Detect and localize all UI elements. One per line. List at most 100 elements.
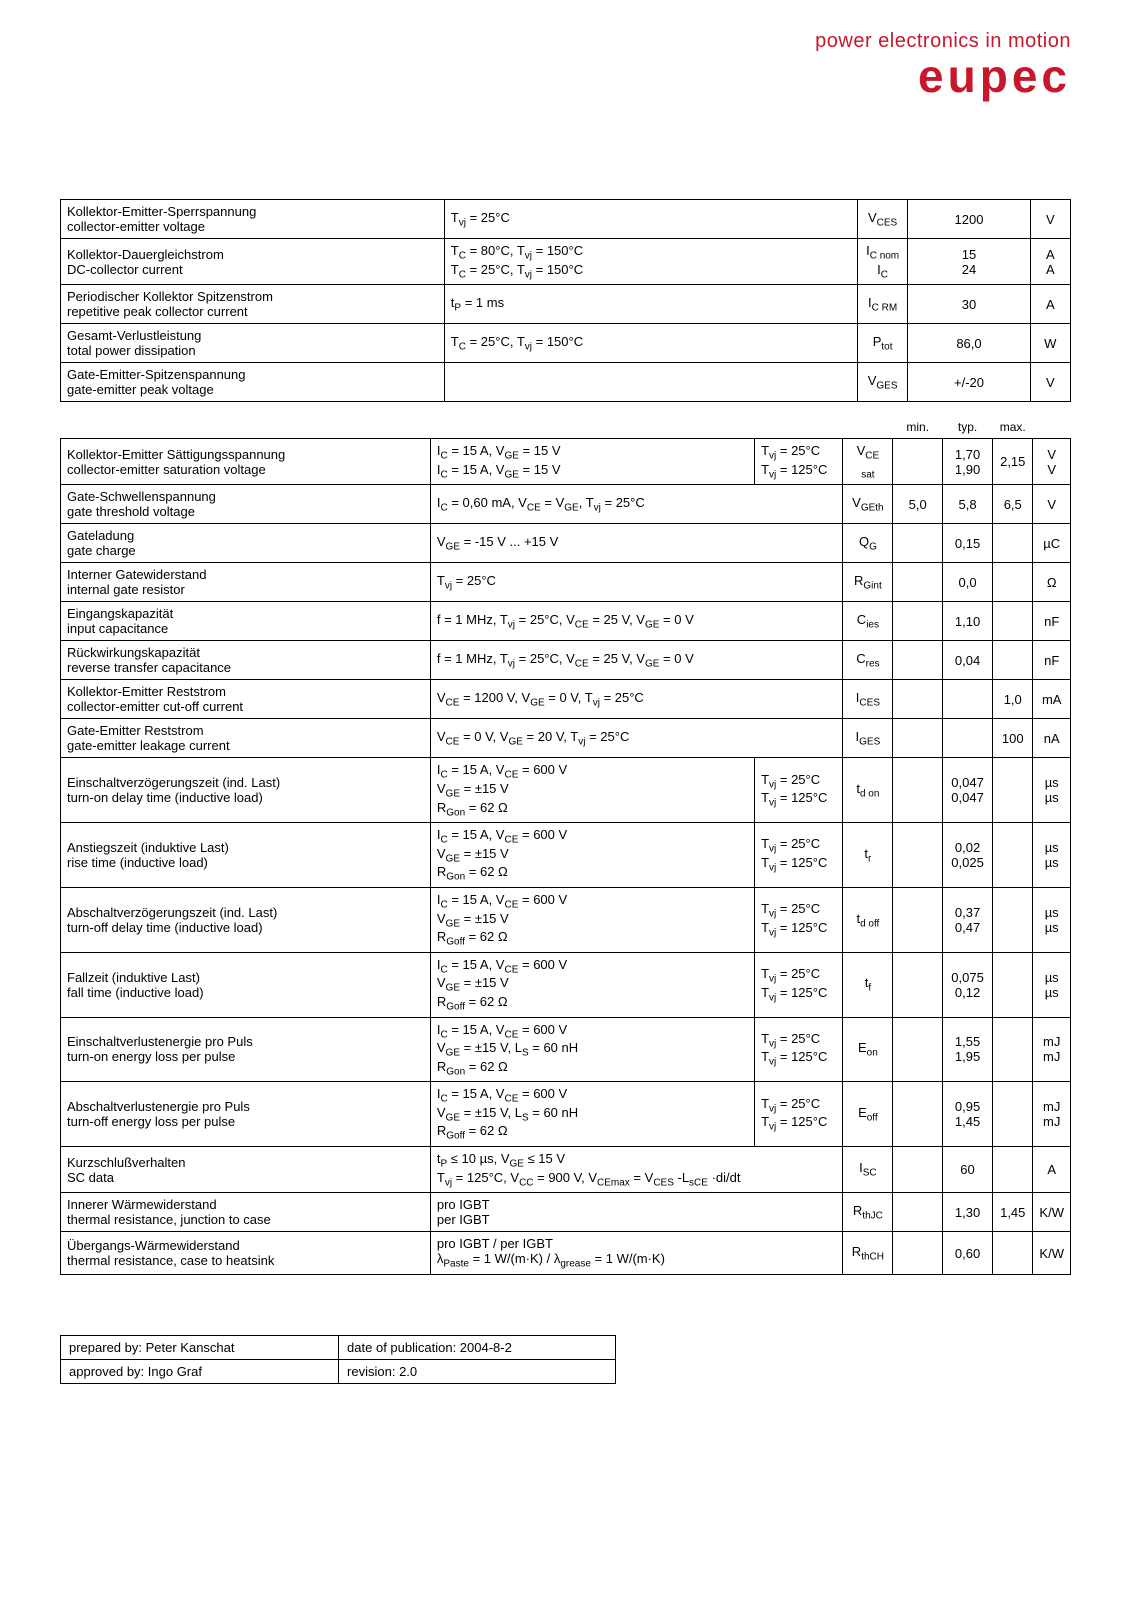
symbol-cell: VCE sat	[843, 439, 893, 485]
param-cell: Abschaltverlustenergie pro Pulsturn-off …	[61, 1082, 431, 1147]
symbol-cell: td off	[843, 887, 893, 952]
param-cell: Innerer Wärmewiderstandthermal resistanc…	[61, 1193, 431, 1232]
temp-condition-cell: Tvj = 25°CTvj = 125°C	[755, 823, 843, 888]
max-cell: 100	[993, 719, 1033, 758]
table-row: Abschaltverlustenergie pro Pulsturn-off …	[61, 1082, 1071, 1147]
max-cell	[993, 524, 1033, 563]
unit-cell: A	[1030, 285, 1070, 324]
symbol-cell: VCES	[857, 200, 908, 239]
table-row: Gate-Schwellenspannunggate threshold vol…	[61, 485, 1071, 524]
min-cell	[893, 823, 942, 888]
temp-condition-cell: Tvj = 25°CTvj = 125°C	[755, 758, 843, 823]
table-row: Fallzeit (induktive Last)fall time (indu…	[61, 952, 1071, 1017]
condition-cell: IC = 15 A, VGE = 15 VIC = 15 A, VGE = 15…	[430, 439, 754, 485]
condition-cell: IC = 15 A, VCE = 600 VVGE = ±15 VRGoff =…	[430, 887, 754, 952]
condition-cell: Tvj = 25°C	[444, 200, 857, 239]
table-row: Kollektor-Emitter Sättigungsspannungcoll…	[61, 439, 1071, 485]
unit-cell: W	[1030, 324, 1070, 363]
symbol-cell: ISC	[843, 1147, 893, 1193]
table-row: Periodischer Kollektor Spitzenstromrepet…	[61, 285, 1071, 324]
pub-date: date of publication: 2004-8-2	[339, 1335, 616, 1359]
max-cell: 1,45	[993, 1193, 1033, 1232]
symbol-cell: tf	[843, 952, 893, 1017]
min-cell	[893, 641, 942, 680]
min-cell	[893, 719, 942, 758]
unit-cell: nA	[1033, 719, 1071, 758]
unit-cell: mJmJ	[1033, 1082, 1071, 1147]
max-cell	[993, 887, 1033, 952]
condition-cell: IC = 15 A, VCE = 600 VVGE = ±15 V, LS = …	[430, 1082, 754, 1147]
min-cell	[893, 563, 942, 602]
param-cell: Gate-Emitter Reststromgate-emitter leaka…	[61, 719, 431, 758]
table-row: Eingangskapazitätinput capacitancef = 1 …	[61, 602, 1071, 641]
condition-cell: IC = 15 A, VCE = 600 VVGE = ±15 VRGon = …	[430, 823, 754, 888]
max-cell: 6,5	[993, 485, 1033, 524]
table-row: Übergangs-Wärmewiderstandthermal resista…	[61, 1232, 1071, 1275]
typ-cell	[942, 680, 992, 719]
prepared-by: prepared by: Peter Kanschat	[61, 1335, 339, 1359]
unit-cell: mA	[1033, 680, 1071, 719]
condition-cell: TC = 25°C, Tvj = 150°C	[444, 324, 857, 363]
table-row: Gesamt-Verlustleistungtotal power dissip…	[61, 324, 1071, 363]
condition-cell: VCE = 0 V, VGE = 20 V, Tvj = 25°C	[430, 719, 842, 758]
max-cell	[993, 1082, 1033, 1147]
typ-cell: 0,60	[942, 1232, 992, 1275]
min-cell	[893, 524, 942, 563]
param-cell: Kollektor-DauergleichstromDC-collector c…	[61, 239, 445, 285]
max-cell	[993, 952, 1033, 1017]
param-cell: Einschaltverlustenergie pro Pulsturn-on …	[61, 1017, 431, 1082]
value-cell: 30	[908, 285, 1030, 324]
value-cell: 1200	[908, 200, 1030, 239]
param-cell: Rückwirkungskapazitätreverse transfer ca…	[61, 641, 431, 680]
max-cell: 2,15	[993, 439, 1033, 485]
table-row: Kollektor-DauergleichstromDC-collector c…	[61, 239, 1071, 285]
unit-cell: µsµs	[1033, 887, 1071, 952]
unit-cell: K/W	[1033, 1193, 1071, 1232]
symbol-cell: VGEth	[843, 485, 893, 524]
typ-cell: 0,04	[942, 641, 992, 680]
symbol-cell: Eoff	[843, 1082, 893, 1147]
typ-cell: 1,551,95	[942, 1017, 992, 1082]
max-cell: 1,0	[993, 680, 1033, 719]
min-cell	[893, 758, 942, 823]
min-cell	[893, 439, 942, 485]
unit-cell: Ω	[1033, 563, 1071, 602]
symbol-cell: VGES	[857, 363, 908, 402]
temp-condition-cell: Tvj = 25°CTvj = 125°C	[755, 952, 843, 1017]
table-row: Abschaltverzögerungszeit (ind. Last)turn…	[61, 887, 1071, 952]
typ-cell	[942, 719, 992, 758]
unit-cell: nF	[1033, 641, 1071, 680]
table-row: Kollektor-Emitter Reststromcollector-emi…	[61, 680, 1071, 719]
symbol-cell: Eon	[843, 1017, 893, 1082]
symbol-cell: ICES	[843, 680, 893, 719]
temp-condition-cell: Tvj = 25°CTvj = 125°C	[755, 1082, 843, 1147]
unit-cell: K/W	[1033, 1232, 1071, 1275]
condition-cell: Tvj = 25°C	[430, 563, 842, 602]
table-row: Innerer Wärmewiderstandthermal resistanc…	[61, 1193, 1071, 1232]
value-cell: 1524	[908, 239, 1030, 285]
max-header: max.	[993, 416, 1033, 439]
condition-cell: IC = 0,60 mA, VCE = VGE, Tvj = 25°C	[430, 485, 842, 524]
characteristics-table: min.typ.max.Kollektor-Emitter Sättigungs…	[60, 416, 1071, 1275]
typ-header: typ.	[942, 416, 992, 439]
condition-cell: IC = 15 A, VCE = 600 VVGE = ±15 V, LS = …	[430, 1017, 754, 1082]
symbol-cell: Ptot	[857, 324, 908, 363]
unit-cell: AA	[1030, 239, 1070, 285]
param-cell: Anstiegszeit (induktive Last)rise time (…	[61, 823, 431, 888]
unit-cell: V	[1033, 485, 1071, 524]
min-cell	[893, 602, 942, 641]
unit-cell: V	[1030, 363, 1070, 402]
param-cell: Gateladunggate charge	[61, 524, 431, 563]
symbol-cell: Cies	[843, 602, 893, 641]
param-cell: Eingangskapazitätinput capacitance	[61, 602, 431, 641]
table-row: Gate-Emitter Reststromgate-emitter leaka…	[61, 719, 1071, 758]
typ-cell: 0,951,45	[942, 1082, 992, 1147]
param-cell: Periodischer Kollektor Spitzenstromrepet…	[61, 285, 445, 324]
revision: revision: 2.0	[339, 1359, 616, 1383]
table-row: Gateladunggate chargeVGE = -15 V ... +15…	[61, 524, 1071, 563]
max-cell	[993, 823, 1033, 888]
param-cell: Einschaltverzögerungszeit (ind. Last)tur…	[61, 758, 431, 823]
footer-table: prepared by: Peter Kanschat date of publ…	[60, 1335, 616, 1384]
unit-cell: µsµs	[1033, 952, 1071, 1017]
value-cell: +/-20	[908, 363, 1030, 402]
